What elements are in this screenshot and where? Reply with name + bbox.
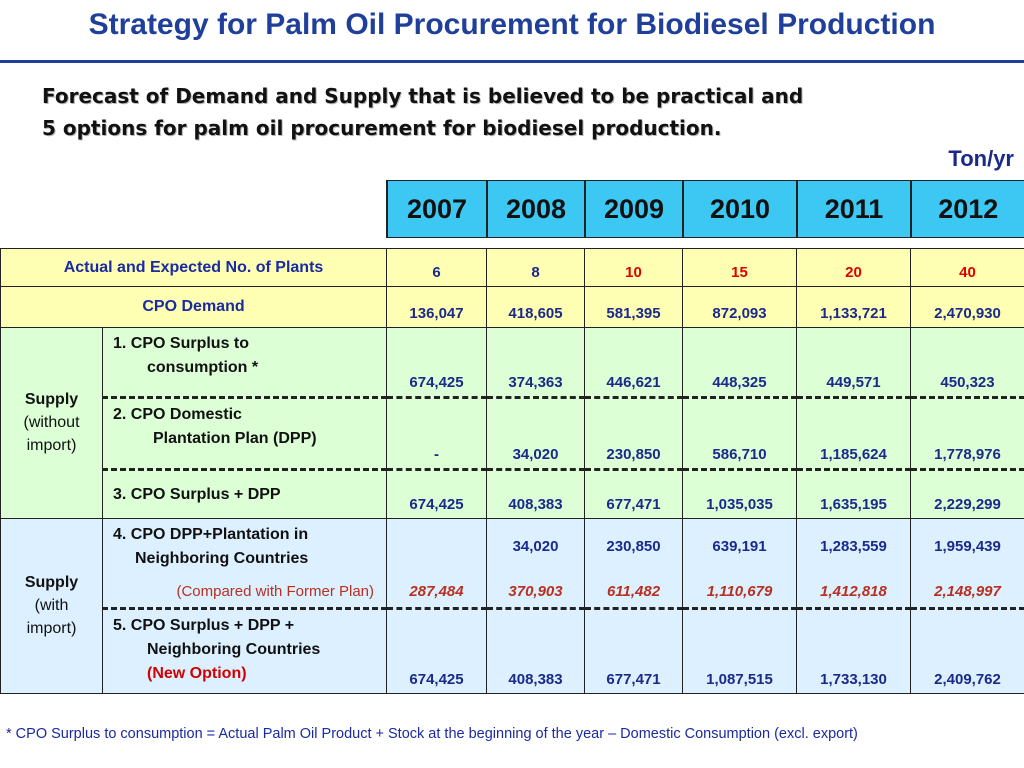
year-header-row: 2007 2008 2009 2010 2011 2012 <box>386 180 1024 238</box>
subtitle: Forecast of Demand and Supply that is be… <box>42 80 942 144</box>
cpo-demand-2012: 2,470,930 <box>910 286 1024 328</box>
former-plan-row: (Compared with Former Plan) 287,484 370,… <box>1 574 1024 611</box>
cpo-demand-2007: 136,047 <box>386 286 488 328</box>
footnote: * CPO Surplus to consumption = Actual Pa… <box>6 726 858 742</box>
option-1-label: 1. CPO Surplus to consumption * <box>101 326 388 399</box>
cpo-demand-label: CPO Demand <box>0 286 388 328</box>
former-plan-2009: 611,482 <box>584 574 684 611</box>
former-plan-2008: 370,903 <box>486 574 586 611</box>
cpo-demand-2008: 418,605 <box>486 286 586 328</box>
option-4-label: 4. CPO DPP+Plantation in Neighboring Cou… <box>101 517 388 575</box>
option-3-2009: 677,471 <box>584 469 684 519</box>
option-4-2007 <box>386 517 488 575</box>
supply-with-sub1: (with <box>34 597 69 615</box>
option-5-2008: 408,383 <box>486 608 586 694</box>
option-4-2011: 1,283,559 <box>796 517 912 575</box>
former-plan-2012: 2,148,997 <box>910 574 1024 611</box>
option-4-line-2: Neighboring Countries <box>135 549 309 567</box>
year-2012: 2012 <box>910 180 1024 238</box>
option-1-line-2: consumption * <box>147 358 259 376</box>
year-2007: 2007 <box>386 180 488 238</box>
option-4-2008: 34,020 <box>486 517 586 575</box>
option-5-2010: 1,087,515 <box>682 608 798 694</box>
unit-label: Ton/yr <box>948 146 1014 171</box>
option-5-2009: 677,471 <box>584 608 684 694</box>
cpo-demand-2010: 872,093 <box>682 286 798 328</box>
option-4-2010: 639,191 <box>682 517 798 575</box>
option-3-row: 3. CPO Surplus + DPP 674,425 408,383 677… <box>1 469 1024 519</box>
option-3-2010: 1,035,035 <box>682 469 798 519</box>
supply-with-sub2: import) <box>26 620 77 638</box>
plants-2008: 8 <box>486 247 586 288</box>
option-2-row: 2. CPO Domestic Plantation Plan (DPP) - … <box>1 396 1024 472</box>
plants-row: Actual and Expected No. of Plants 6 8 10… <box>0 247 1024 288</box>
supply-with-import-label: Supply (with import) <box>0 517 103 695</box>
plants-2011: 20 <box>796 247 912 288</box>
plants-2012: 40 <box>910 247 1024 288</box>
option-4-2012: 1,959,439 <box>910 517 1024 575</box>
option-5-row: 5. CPO Surplus + DPP + Neighboring Count… <box>1 608 1024 694</box>
cpo-demand-2011: 1,133,721 <box>796 286 912 328</box>
option-1-line-1: 1. CPO Surplus to <box>113 334 250 352</box>
option-2-2010: 586,710 <box>682 396 798 472</box>
option-5-line-2: Neighboring Countries <box>147 641 321 659</box>
option-2-2012: 1,778,976 <box>910 396 1024 472</box>
option-1-2009: 446,621 <box>584 326 684 399</box>
option-1-2010: 448,325 <box>682 326 798 399</box>
title-divider <box>0 60 1024 63</box>
supply-without-sub2: import) <box>26 437 77 455</box>
supply-without-import-label: Supply (without import) <box>0 326 103 519</box>
option-1-2011: 449,571 <box>796 326 912 399</box>
supply-without-sub1: (without <box>23 414 80 432</box>
page-title: Strategy for Palm Oil Procurement for Bi… <box>88 8 936 41</box>
subtitle-line-2: 5 options for palm oil procurement for b… <box>42 116 722 140</box>
option-2-2008: 34,020 <box>486 396 586 472</box>
option-1-2008: 374,363 <box>486 326 586 399</box>
year-header-table: 2007 2008 2009 2010 2011 2012 <box>386 180 1024 238</box>
supply-without-main: Supply <box>24 391 79 409</box>
option-3-label: 3. CPO Surplus + DPP <box>101 469 388 519</box>
option-3-line-1: 3. CPO Surplus + DPP <box>113 485 281 503</box>
option-2-2011: 1,185,624 <box>796 396 912 472</box>
forecast-table: Actual and Expected No. of Plants 6 8 10… <box>0 247 1024 695</box>
former-plan-2010: 1,110,679 <box>682 574 798 611</box>
option-4-row: Supply (with import) 4. CPO DPP+Plantati… <box>0 517 1024 695</box>
option-3-2011: 1,635,195 <box>796 469 912 519</box>
option-5-2011: 1,733,130 <box>796 608 912 694</box>
cpo-demand-row: CPO Demand 136,047 418,605 581,395 872,0… <box>0 286 1024 328</box>
option-1-2007: 674,425 <box>386 326 488 399</box>
option-1-2012: 450,323 <box>910 326 1024 399</box>
option-2-2009: 230,850 <box>584 396 684 472</box>
former-plan-label: (Compared with Former Plan) <box>101 574 388 611</box>
plants-2007: 6 <box>386 247 488 288</box>
option-1-row: Supply (without import) 1. CPO Surplus t… <box>0 326 1024 519</box>
option-3-2012: 2,229,299 <box>910 469 1024 519</box>
year-2011: 2011 <box>796 180 912 238</box>
option-2-2007: - <box>386 396 488 472</box>
option-2-label: 2. CPO Domestic Plantation Plan (DPP) <box>101 396 388 472</box>
option-2-line-2: Plantation Plan (DPP) <box>153 429 317 447</box>
option-5-label: 5. CPO Surplus + DPP + Neighboring Count… <box>101 608 388 694</box>
option-3-2007: 674,425 <box>386 469 488 519</box>
option-5-line-1: 5. CPO Surplus + DPP + <box>113 617 295 635</box>
option-3-2008: 408,383 <box>486 469 586 519</box>
year-2010: 2010 <box>682 180 798 238</box>
year-2009: 2009 <box>584 180 684 238</box>
plants-2010: 15 <box>682 247 798 288</box>
year-2008: 2008 <box>486 180 586 238</box>
plants-label: Actual and Expected No. of Plants <box>0 247 388 288</box>
former-plan-2011: 1,412,818 <box>796 574 912 611</box>
supply-with-main: Supply <box>24 574 79 592</box>
subtitle-line-1: Forecast of Demand and Supply that is be… <box>42 84 804 108</box>
option-5-2007: 674,425 <box>386 608 488 694</box>
plants-2009: 10 <box>584 247 684 288</box>
cpo-demand-2009: 581,395 <box>584 286 684 328</box>
option-5-line-3: (New Option) <box>147 665 247 683</box>
former-plan-2007: 287,484 <box>386 574 488 611</box>
option-2-line-1: 2. CPO Domestic <box>113 405 242 423</box>
option-4-line-1: 4. CPO DPP+Plantation in <box>113 525 309 543</box>
option-4-2009: 230,850 <box>584 517 684 575</box>
option-5-2012: 2,409,762 <box>910 608 1024 694</box>
